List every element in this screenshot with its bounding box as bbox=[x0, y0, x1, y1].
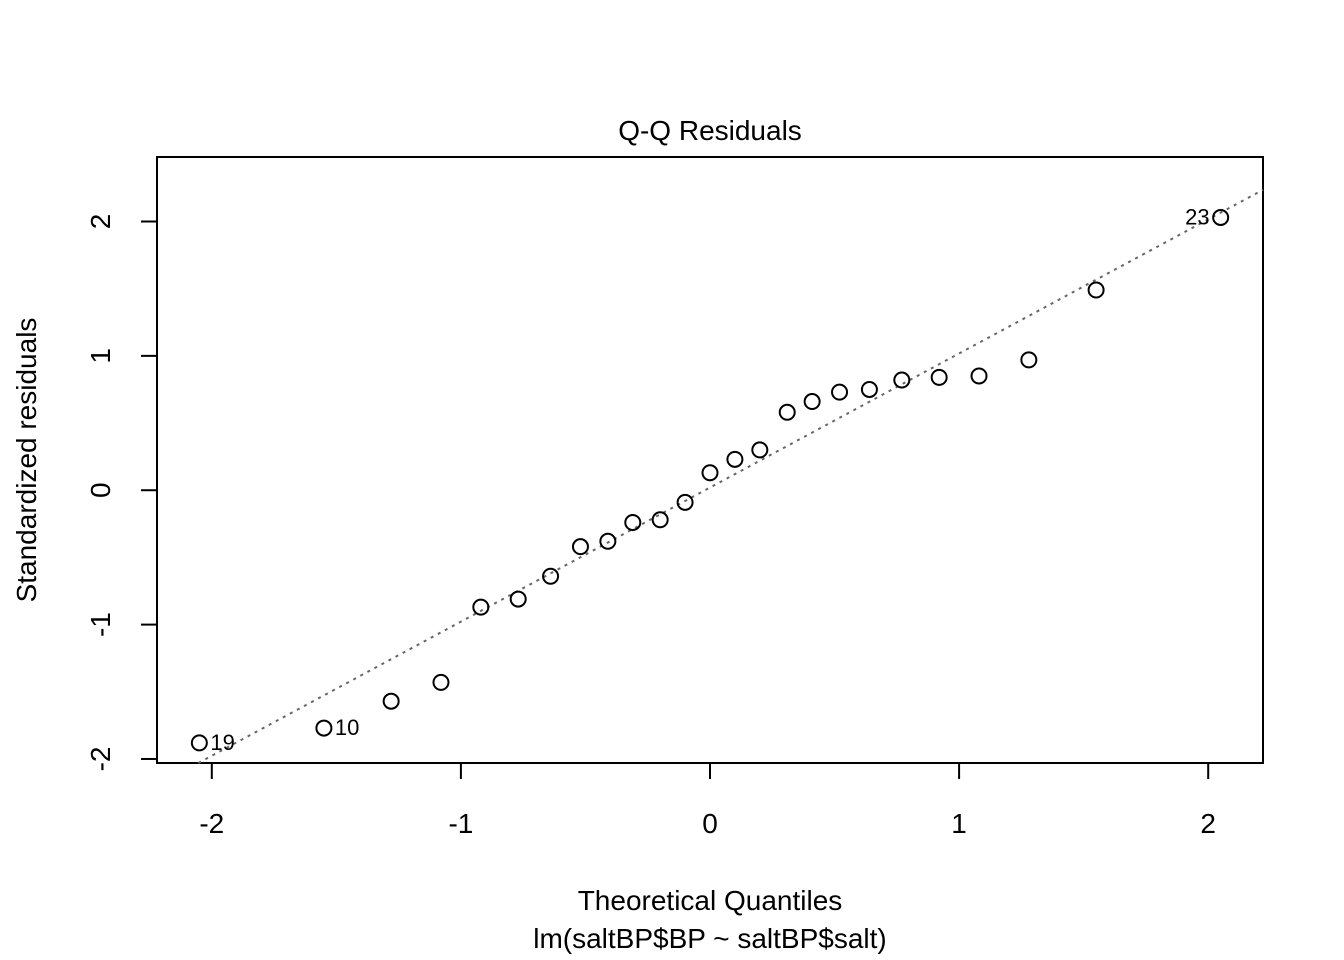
data-point bbox=[778, 403, 796, 421]
data-point bbox=[571, 538, 589, 556]
point-label: 23 bbox=[1185, 204, 1209, 229]
y-tick-label: 2 bbox=[85, 214, 116, 230]
y-axis-label: Standardized residuals bbox=[11, 318, 42, 603]
data-point bbox=[651, 511, 669, 529]
data-point bbox=[315, 719, 333, 737]
y-tick-label: -2 bbox=[85, 747, 116, 772]
data-point bbox=[472, 598, 490, 616]
x-tick-label: -1 bbox=[448, 808, 473, 839]
data-point bbox=[432, 673, 450, 691]
points-layer: 19 10 23 bbox=[190, 204, 1230, 755]
reference-line-layer bbox=[197, 188, 1264, 764]
data-point bbox=[701, 464, 719, 482]
point-label: 19 bbox=[210, 730, 234, 755]
data-point bbox=[190, 734, 208, 752]
y-tick-label: -1 bbox=[85, 612, 116, 637]
data-point bbox=[803, 393, 821, 411]
data-point bbox=[1212, 208, 1230, 226]
data-point bbox=[676, 493, 694, 511]
data-point bbox=[893, 371, 911, 389]
data-point bbox=[542, 567, 560, 585]
x-tick-label: 2 bbox=[1200, 808, 1216, 839]
y-tick-label: 0 bbox=[85, 482, 116, 498]
data-point bbox=[1020, 351, 1038, 369]
point-label: 10 bbox=[335, 715, 359, 740]
y-axis: -2 -1 0 1 2 bbox=[85, 214, 157, 772]
x-axis-label: Theoretical Quantiles bbox=[578, 885, 843, 916]
plot-frame bbox=[156, 156, 1264, 764]
data-point bbox=[751, 441, 769, 459]
x-tick-label: 0 bbox=[702, 808, 718, 839]
reference-line bbox=[197, 188, 1264, 764]
data-point bbox=[930, 368, 948, 386]
y-tick-label: 1 bbox=[85, 348, 116, 364]
data-point bbox=[509, 590, 527, 608]
data-point bbox=[624, 513, 642, 531]
data-point bbox=[860, 380, 878, 398]
x-tick-label: 1 bbox=[951, 808, 967, 839]
x-axis-sublabel: lm(saltBP$BP ~ saltBP$salt) bbox=[533, 923, 887, 954]
data-point bbox=[831, 383, 849, 401]
data-point bbox=[970, 367, 988, 385]
x-axis: -2 -1 0 1 2 bbox=[199, 763, 1216, 839]
data-point bbox=[1087, 281, 1105, 299]
data-point bbox=[599, 532, 617, 550]
data-point bbox=[382, 692, 400, 710]
x-tick-label: -2 bbox=[199, 808, 224, 839]
data-point bbox=[726, 450, 744, 468]
chart-title: Q-Q Residuals bbox=[618, 115, 802, 146]
